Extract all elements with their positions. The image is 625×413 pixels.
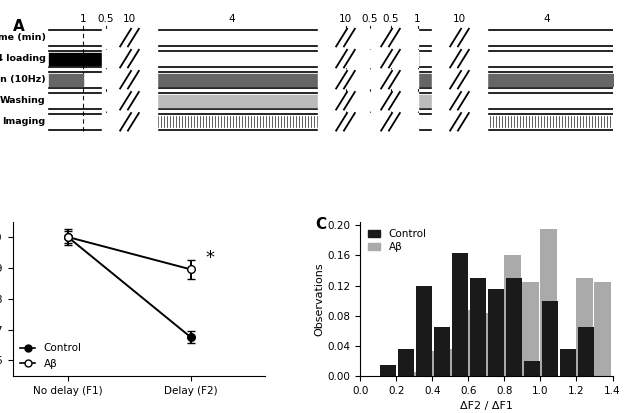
Text: 1: 1 (414, 14, 421, 24)
Text: Imaging: Imaging (2, 117, 46, 126)
Legend: Control, Aβ: Control, Aβ (366, 227, 429, 254)
Bar (578, 327, 594, 376)
Text: 10: 10 (339, 14, 352, 24)
Text: 0.5: 0.5 (98, 14, 114, 24)
Bar (486, 313, 502, 376)
Bar (416, 285, 432, 376)
Text: Washing: Washing (0, 96, 46, 105)
Bar (488, 289, 504, 376)
Text: Stimulation (10Hz): Stimulation (10Hz) (0, 75, 46, 84)
Text: C: C (315, 217, 326, 232)
Text: 4: 4 (228, 14, 235, 24)
Bar (560, 349, 576, 376)
Bar (432, 351, 449, 376)
Bar (470, 278, 486, 376)
Text: 0.5: 0.5 (361, 14, 378, 24)
Legend: Control, Aβ: Control, Aβ (18, 341, 84, 370)
Text: 1: 1 (80, 14, 87, 24)
Bar (541, 229, 557, 376)
X-axis label: ΔF2 / ΔF1: ΔF2 / ΔF1 (460, 401, 513, 411)
Text: A: A (12, 19, 24, 33)
Bar (434, 327, 451, 376)
Bar (542, 301, 559, 376)
Bar (452, 253, 469, 376)
Text: Time (min): Time (min) (0, 33, 46, 42)
Bar (576, 278, 592, 376)
Bar (522, 282, 539, 376)
Bar (504, 255, 521, 376)
Bar (524, 361, 541, 376)
Text: 10: 10 (123, 14, 136, 24)
Y-axis label: Observations: Observations (315, 262, 325, 335)
Text: FM 4-64 loading: FM 4-64 loading (0, 54, 46, 63)
Bar (506, 278, 522, 376)
Bar (451, 349, 467, 376)
Text: 0.5: 0.5 (382, 14, 399, 24)
Text: *: * (206, 249, 214, 267)
Bar (398, 349, 414, 376)
Bar (414, 372, 431, 376)
Bar (380, 365, 396, 376)
Text: 4: 4 (543, 14, 550, 24)
Bar (469, 310, 484, 376)
Text: 10: 10 (453, 14, 466, 24)
Bar (594, 282, 611, 376)
